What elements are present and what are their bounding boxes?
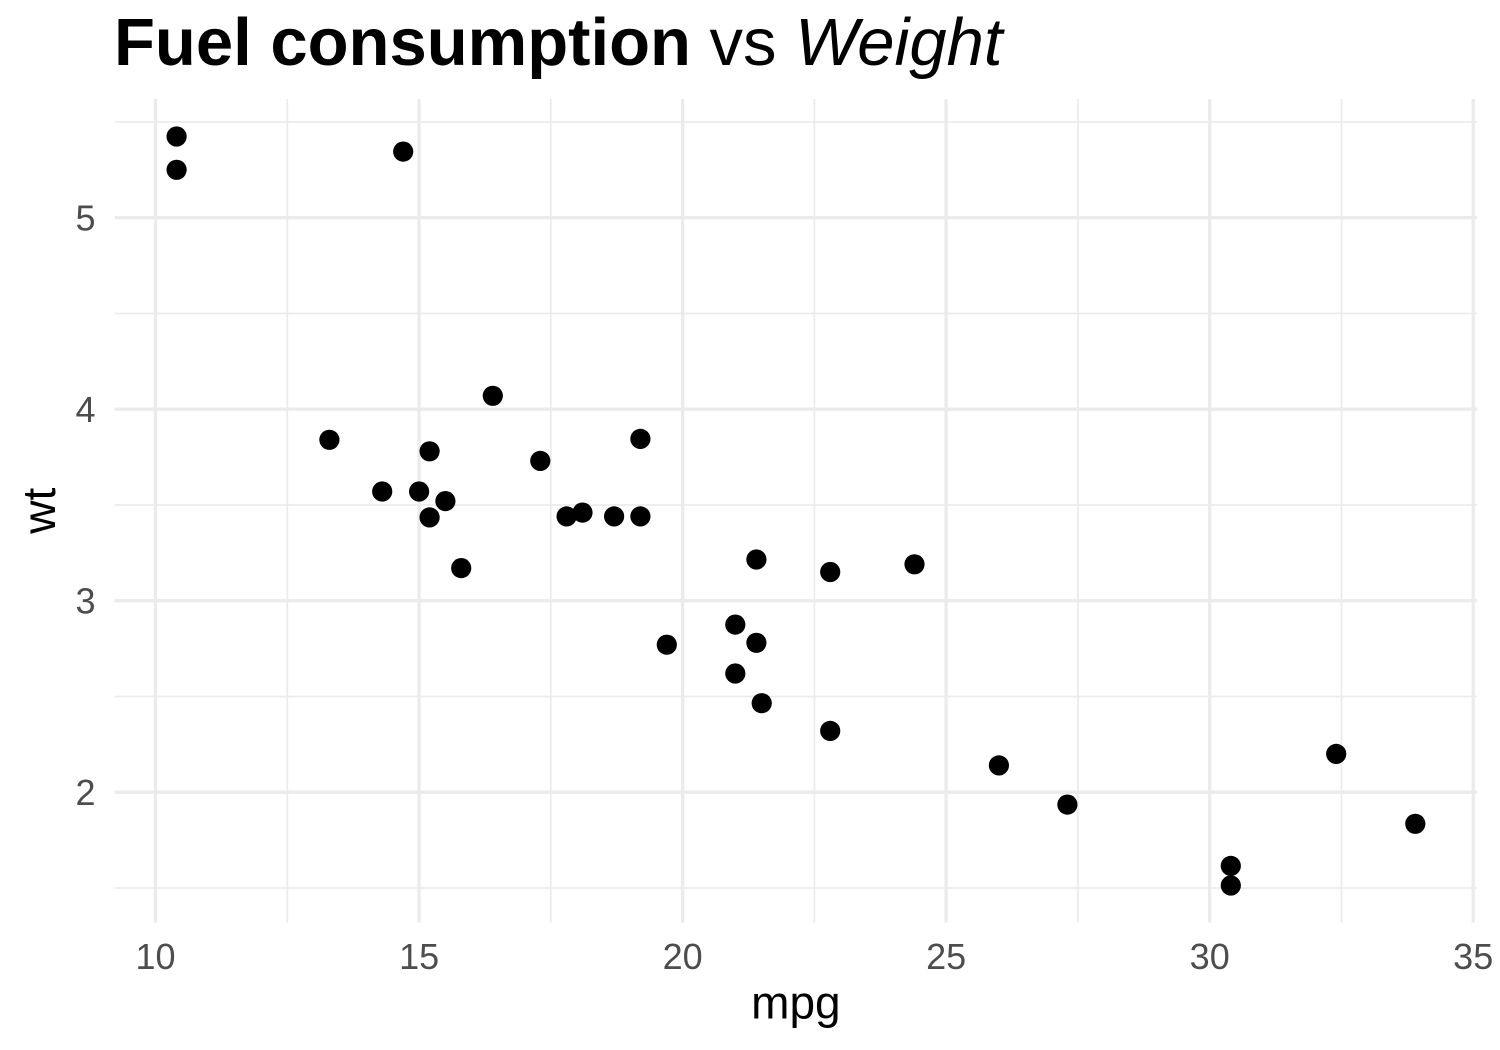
svg-text:3: 3 — [75, 581, 95, 622]
svg-text:4: 4 — [75, 389, 95, 430]
svg-text:20: 20 — [663, 936, 703, 977]
svg-text:Fuel consumption vs Weight: Fuel consumption vs Weight — [114, 5, 1005, 80]
svg-text:25: 25 — [926, 936, 966, 977]
svg-text:2: 2 — [75, 772, 95, 813]
svg-text:5: 5 — [75, 198, 95, 239]
svg-text:wt: wt — [13, 487, 65, 534]
svg-text:30: 30 — [1190, 936, 1230, 977]
svg-text:mpg: mpg — [751, 976, 840, 1028]
svg-text:10: 10 — [135, 936, 175, 977]
svg-text:15: 15 — [399, 936, 439, 977]
svg-text:35: 35 — [1453, 936, 1493, 977]
